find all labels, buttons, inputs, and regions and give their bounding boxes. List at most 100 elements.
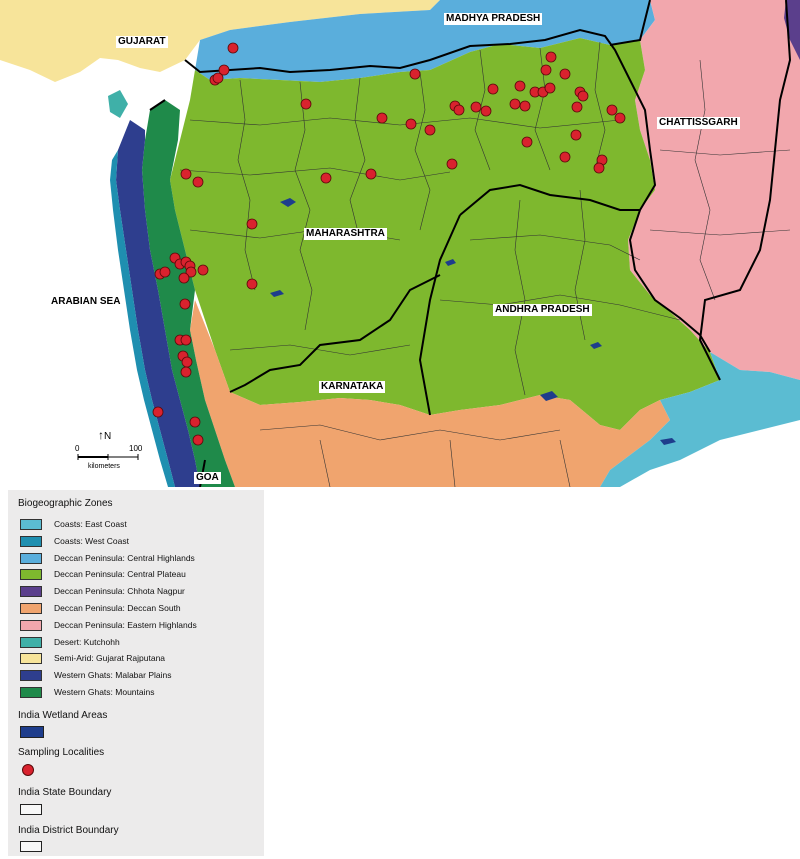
legend-zone-item: Coasts: West Coast — [20, 535, 260, 549]
legend-state-boundary-swatch — [20, 804, 42, 815]
sampling-locality-point — [519, 100, 531, 112]
legend-sampling-icon — [22, 764, 34, 776]
legend-district-boundary-title: India District Boundary — [18, 825, 119, 836]
sampling-locality-point — [159, 266, 171, 278]
label-maharashtra: MAHARASHTRA — [304, 228, 387, 240]
sampling-locality-point — [544, 82, 556, 94]
sampling-locality-point — [570, 129, 582, 141]
sampling-locality-point — [409, 68, 421, 80]
legend-zone-swatch — [20, 586, 42, 598]
zone-malabar-plains — [116, 120, 200, 487]
legend-zone-item: Western Ghats: Mountains — [20, 686, 260, 700]
label-goa: GOA — [194, 472, 221, 484]
legend-zone-item: Deccan Peninsula: Central Highlands — [20, 552, 260, 566]
legend-zone-item: Deccan Peninsula: Chhota Nagpur — [20, 585, 260, 599]
sampling-locality-point — [470, 101, 482, 113]
north-label: N — [104, 431, 112, 442]
sampling-locality-point — [376, 112, 388, 124]
sampling-locality-point — [405, 118, 417, 130]
sampling-locality-point — [218, 64, 230, 76]
wetland-patch — [445, 259, 456, 266]
sampling-locality-point — [593, 162, 605, 174]
legend-zone-swatch — [20, 552, 42, 564]
legend-zone-item: Western Ghats: Malabar Plains — [20, 669, 260, 683]
sampling-locality-point — [179, 298, 191, 310]
legend-sampling-title: Sampling Localities — [18, 747, 105, 758]
sampling-locality-point — [152, 406, 164, 418]
legend-zone-swatch — [20, 619, 42, 631]
zone-deccan-south — [190, 300, 670, 487]
wetland-patch — [590, 342, 602, 349]
label-karnataka: KARNATAKA — [319, 381, 386, 393]
sampling-locality-point — [577, 90, 589, 102]
sampling-locality-point — [545, 51, 557, 63]
legend-zone-label: Deccan Peninsula: Central Highlands — [54, 552, 195, 563]
legend-zone-label: Western Ghats: Malabar Plains — [54, 670, 172, 681]
map-panel: GUJARAT MADHYA PRADESH CHATTISSGARH MAHA… — [0, 0, 800, 487]
sampling-locality-point — [514, 80, 526, 92]
legend-zone-item: Deccan Peninsula: Deccan South — [20, 602, 260, 616]
sampling-locality-point — [480, 105, 492, 117]
sampling-locality-point — [509, 98, 521, 110]
sampling-locality-point — [189, 416, 201, 428]
legend-zone-swatch — [20, 569, 42, 581]
sampling-locality-point — [424, 124, 436, 136]
sampling-locality-point — [540, 64, 552, 76]
legend-district-boundary-swatch — [20, 841, 42, 852]
legend-zone-item: Semi-Arid: Gujarat Rajputana — [20, 652, 260, 666]
sampling-locality-point — [180, 366, 192, 378]
sampling-locality-point — [192, 434, 204, 446]
legend-zone-swatch — [20, 603, 42, 614]
legend-zone-item: Deccan Peninsula: Eastern Highlands — [20, 619, 260, 633]
sampling-locality-point — [300, 98, 312, 110]
scale-bar: ↑N 0 100 kilometers — [68, 429, 148, 474]
sampling-locality-point — [185, 266, 197, 278]
wetland-areas — [270, 198, 676, 445]
sampling-locality-point — [212, 72, 224, 84]
sampling-locality-point — [192, 176, 204, 188]
wetland-patch — [540, 391, 558, 401]
sampling-locality-point — [181, 356, 193, 368]
sampling-localities-layer — [152, 42, 626, 446]
zone-central-plateau — [170, 38, 720, 430]
sampling-locality-point — [521, 136, 533, 148]
legend-zone-label: Desert: Kutchohh — [54, 636, 120, 647]
state-boundaries — [149, 0, 792, 487]
sampling-locality-point — [559, 151, 571, 163]
legend-zone-label: Deccan Peninsula: Chhota Nagpur — [54, 586, 185, 597]
wetland-patch — [270, 290, 284, 297]
zone-gujarat-rajputana — [0, 0, 440, 82]
legend-zone-label: Western Ghats: Mountains — [54, 687, 155, 697]
legend-zone-swatch — [20, 519, 42, 530]
legend-zone-swatch — [20, 636, 42, 648]
legend-zone-swatch — [20, 653, 42, 665]
legend-zone-label: Coasts: West Coast — [54, 535, 129, 546]
legend-zone-swatch — [20, 687, 42, 698]
zone-kutchohh — [108, 90, 128, 118]
legend-zone-item: Coasts: East Coast — [20, 518, 260, 532]
sampling-locality-point — [365, 168, 377, 180]
scale-end-label: 100 — [129, 444, 143, 453]
scale-unit-label: kilometers — [88, 463, 120, 470]
sampling-locality-point — [606, 104, 618, 116]
legend-zone-label: Semi-Arid: Gujarat Rajputana — [54, 653, 166, 664]
legend-zone-swatch — [20, 670, 42, 682]
sampling-locality-point — [559, 68, 571, 80]
scale-bar-graphic — [77, 454, 139, 460]
sampling-locality-point — [246, 218, 258, 230]
legend-zone-item: Desert: Kutchohh — [20, 636, 260, 650]
sampling-locality-point — [571, 101, 583, 113]
legend-zone-label: Deccan Peninsula: Central Plateau — [54, 569, 186, 580]
legend-zone-label: Coasts: East Coast — [54, 519, 127, 529]
wetland-patch — [280, 198, 296, 207]
sampling-locality-point — [487, 83, 499, 95]
legend-zone-label: Deccan Peninsula: Deccan South — [54, 603, 181, 613]
legend-wetland-swatch — [20, 726, 44, 738]
label-chattisgarh: CHATTISSGARH — [657, 117, 740, 129]
sampling-locality-point — [197, 264, 209, 276]
wetland-patch — [660, 438, 676, 445]
label-arabian-sea: ARABIAN SEA — [51, 296, 121, 307]
sampling-locality-point — [320, 172, 332, 184]
sampling-locality-point — [180, 334, 192, 346]
map-canvas — [0, 0, 800, 487]
